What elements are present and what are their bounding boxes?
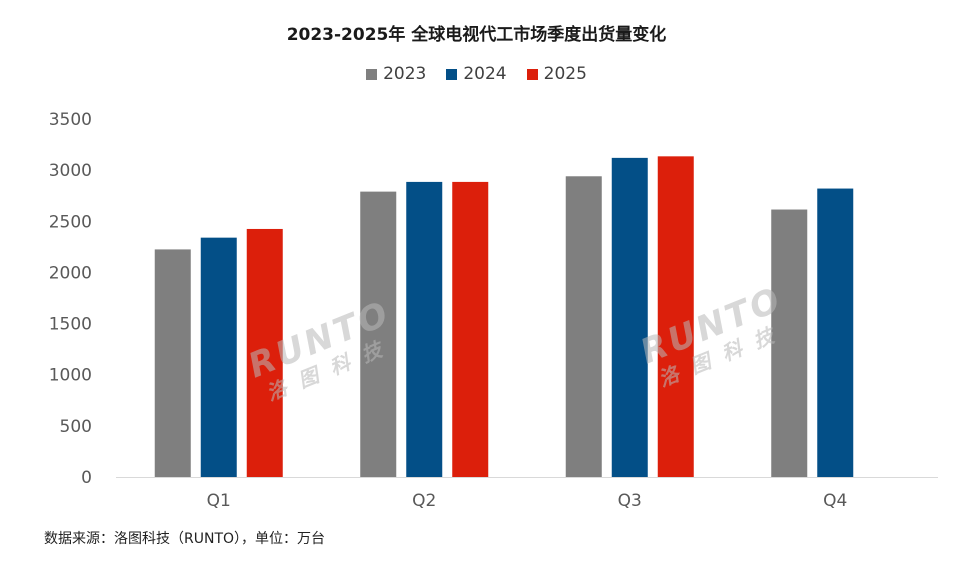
y-tick-label-3500: 3500: [49, 110, 92, 130]
y-tick-label-500: 500: [60, 417, 92, 437]
chart-title: 2023-2025年 全球电视代工市场季度出货量变化: [286, 25, 667, 45]
bar-q1-2023: [154, 249, 191, 477]
x-tick-label-q4: Q4: [823, 491, 847, 511]
y-tick-label-2000: 2000: [49, 263, 92, 283]
y-tick-label-1000: 1000: [49, 366, 92, 386]
source-note: 数据来源：洛图科技（RUNTO），单位：万台: [44, 531, 326, 547]
bar-q2-2024: [406, 181, 443, 478]
bar-q3-2023: [565, 176, 602, 477]
y-tick-label-2500: 2500: [49, 212, 92, 232]
y-tick-label-0: 0: [81, 468, 92, 488]
x-tick-label-q1: Q1: [207, 491, 231, 511]
x-tick-label-q2: Q2: [412, 491, 436, 511]
y-tick-label-1500: 1500: [49, 315, 92, 335]
y-tick-label-3000: 3000: [49, 161, 92, 181]
bar-q1-2025: [246, 228, 283, 477]
legend-item-2025: 2025: [526, 64, 587, 84]
legend-item-2023: 2023: [366, 64, 426, 84]
legend-item-2024: 2024: [446, 64, 507, 84]
x-tick-label-q3: Q3: [618, 491, 642, 511]
legend-swatch-2024: [446, 68, 458, 80]
bar-q3-2024: [611, 157, 648, 477]
bar-q4-2023: [771, 209, 808, 477]
bar-q2-2025: [452, 181, 489, 478]
bar-q1-2024: [200, 237, 237, 477]
legend-label-2024: 2024: [463, 64, 507, 84]
bar-q4-2024: [817, 188, 854, 477]
legend-label-2023: 2023: [383, 64, 427, 84]
chart-legend: 2023 2024 2025: [0, 64, 953, 84]
legend-swatch-2025: [526, 68, 538, 80]
legend-swatch-2023: [366, 68, 378, 80]
bar-q2-2023: [360, 191, 397, 477]
bar-q3-2025: [657, 156, 694, 477]
legend-label-2025: 2025: [543, 64, 587, 84]
